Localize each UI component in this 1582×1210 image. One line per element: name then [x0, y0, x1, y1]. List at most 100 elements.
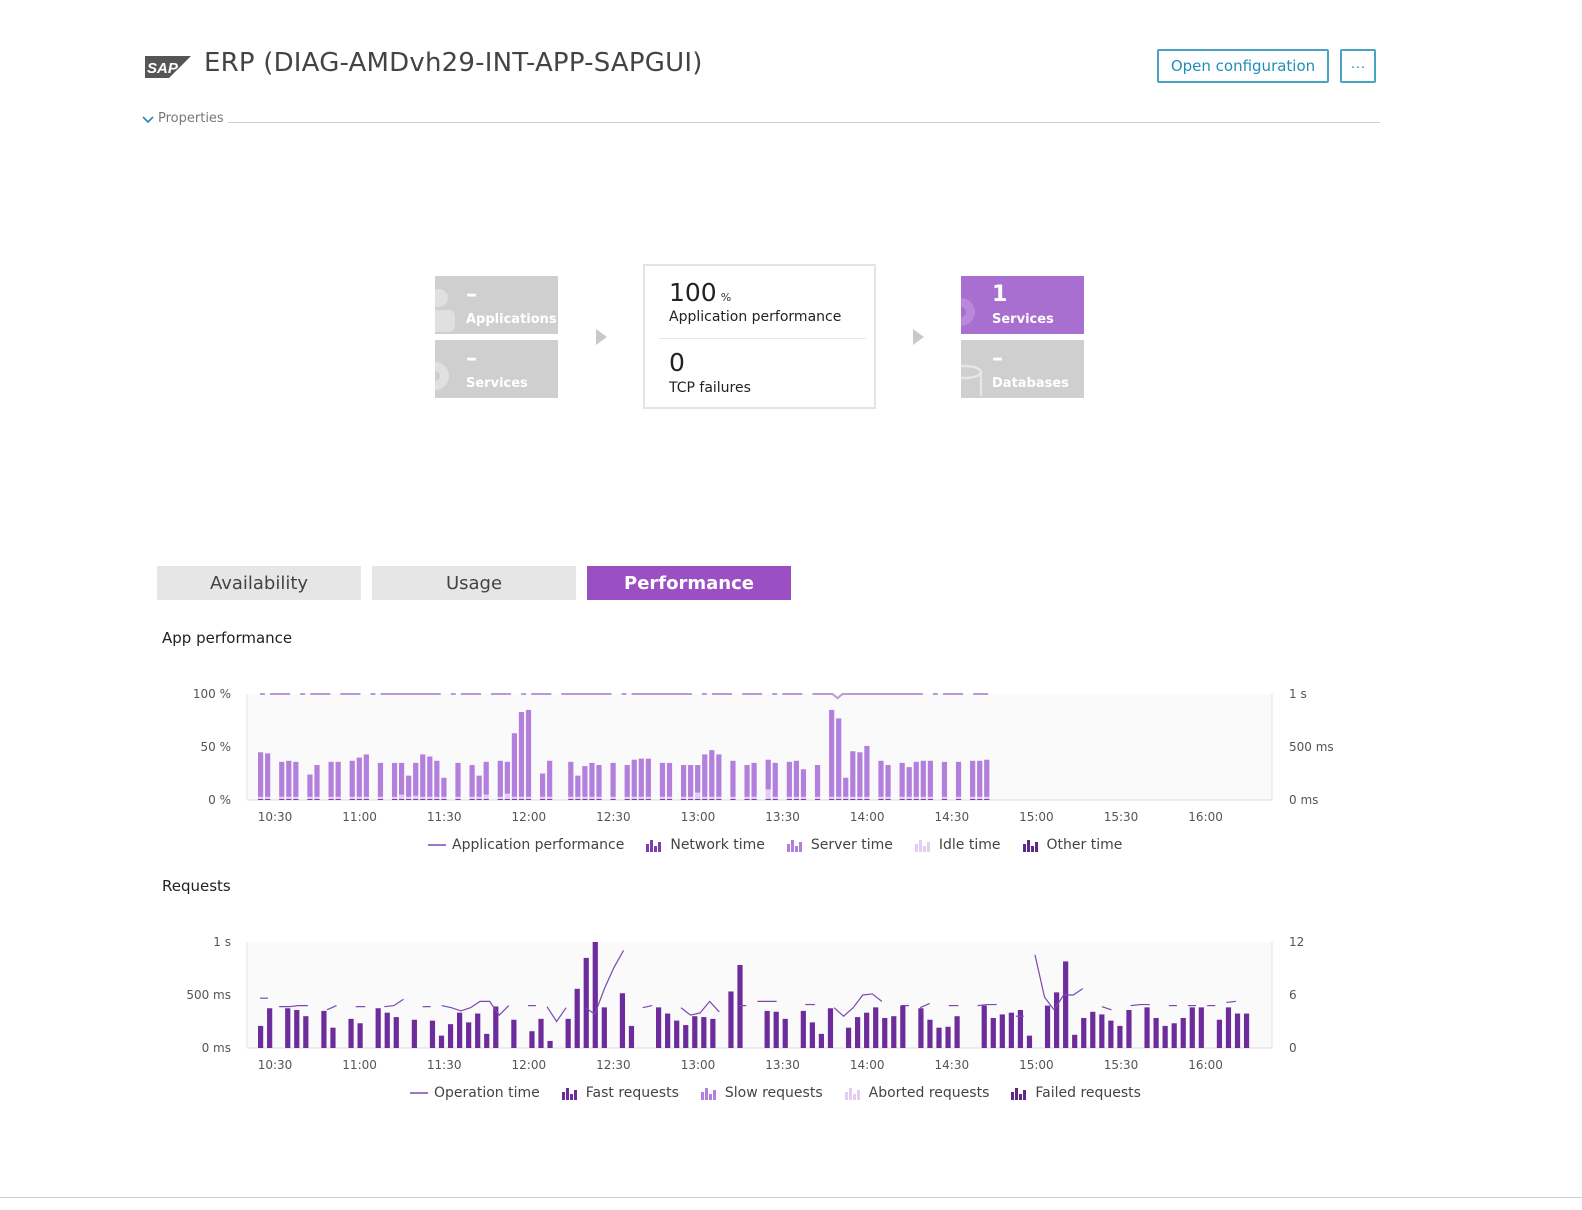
- idle-time-bar: [645, 796, 651, 799]
- tab-availability[interactable]: Availability: [157, 566, 361, 600]
- server-time-bar: [955, 761, 962, 797]
- legend-item[interactable]: Operation time: [410, 1085, 540, 1101]
- idle-time-bar: [265, 796, 271, 799]
- caller-services-tile[interactable]: – Services: [435, 340, 558, 398]
- server-time-bar: [913, 761, 919, 797]
- network-time-bar: [906, 798, 912, 800]
- fast-requests-bar: [393, 1017, 399, 1048]
- fast-requests-bar: [484, 1033, 490, 1048]
- app-performance-unit: %: [720, 291, 732, 304]
- fast-requests-bar: [1162, 1025, 1168, 1048]
- server-time-bar: [413, 762, 419, 796]
- legend-item[interactable]: Application performance: [428, 837, 624, 853]
- idle-time-bar: [504, 793, 510, 799]
- network-time-bar: [582, 798, 588, 800]
- idle-time-bar: [335, 796, 341, 799]
- fast-requests-bar: [1144, 1007, 1150, 1048]
- network-time-bar: [279, 798, 285, 800]
- network-time-bar: [730, 798, 736, 800]
- fast-requests-bar: [574, 988, 580, 1048]
- idle-time-bar: [913, 796, 919, 799]
- tab-usage[interactable]: Usage: [372, 566, 576, 600]
- idle-time-bar: [427, 796, 433, 799]
- server-time-bar: [391, 762, 398, 797]
- legend-item[interactable]: Slow requests: [700, 1085, 823, 1101]
- operation-time-line: [1226, 1000, 1236, 1004]
- properties-toggle[interactable]: Properties: [142, 111, 228, 126]
- network-time-bar: [751, 798, 757, 800]
- fast-requests-bar: [728, 991, 734, 1048]
- legend-item[interactable]: Aborted requests: [844, 1085, 989, 1101]
- server-time-bar: [659, 762, 666, 797]
- legend-item[interactable]: Fast requests: [561, 1085, 679, 1101]
- fast-requests-bar: [628, 1025, 635, 1048]
- network-time-bar: [455, 798, 461, 800]
- idle-time-bar: [476, 796, 482, 799]
- network-time-bar: [716, 798, 722, 800]
- legend-item[interactable]: Server time: [786, 837, 893, 853]
- idle-time-bar: [751, 796, 757, 799]
- fast-requests-bar: [855, 1017, 861, 1048]
- chart2-x-tick: 13:00: [681, 1058, 716, 1072]
- flow-arrow-left: [596, 329, 607, 345]
- idle-time-bar: [349, 796, 355, 799]
- idle-time-bar: [659, 796, 666, 799]
- tab-performance[interactable]: Performance: [587, 566, 791, 600]
- chart1-x-tick: 15:00: [1019, 810, 1054, 824]
- legend-item[interactable]: Failed requests: [1011, 1085, 1141, 1101]
- legend-item[interactable]: Other time: [1022, 837, 1122, 853]
- network-time-bar: [483, 798, 489, 800]
- idle-time-bar: [547, 796, 553, 799]
- server-time-bar: [681, 765, 687, 797]
- fast-requests-bar: [864, 1012, 870, 1048]
- network-time-bar: [391, 798, 398, 800]
- legend-label: Operation time: [434, 1085, 540, 1101]
- idle-time-bar: [709, 796, 715, 799]
- caller-services-count: –: [466, 346, 477, 371]
- user-icon: [435, 289, 455, 332]
- network-time-bar: [709, 798, 715, 800]
- network-time-bar: [913, 798, 919, 800]
- server-time-bar: [293, 761, 299, 797]
- idle-time-bar: [293, 796, 299, 799]
- idle-time-bar: [829, 796, 835, 799]
- network-time-bar: [399, 798, 405, 800]
- fast-requests-bar: [303, 1016, 309, 1048]
- idle-time-bar: [589, 796, 595, 799]
- sap-logo: SAP: [145, 56, 191, 78]
- app-performance-chart: 100 % 50 % 0 % 1 s 500 ms 0 ms 10:30 11:00 11:30…: [193, 687, 1334, 824]
- fast-requests-bar: [764, 1010, 770, 1048]
- databases-tile[interactable]: – Databases: [961, 340, 1084, 398]
- idle-time-bar: [814, 796, 821, 799]
- fast-requests-bar: [818, 1033, 825, 1048]
- fast-requests-bar: [475, 1013, 481, 1048]
- network-time-bar: [864, 798, 870, 800]
- more-options-button[interactable]: ···: [1340, 49, 1376, 83]
- fast-requests-bar: [782, 1018, 788, 1048]
- legend-swatch-icon: [561, 1088, 577, 1100]
- network-time-bar: [744, 798, 750, 800]
- legend-item[interactable]: Idle time: [914, 837, 1001, 853]
- gear-icon: [961, 298, 975, 326]
- sap-logo-text: SAP: [147, 60, 179, 77]
- chart2-x-tick: 12:30: [596, 1058, 631, 1072]
- fast-requests-bar: [493, 1006, 499, 1048]
- applications-tile[interactable]: – Applications: [435, 276, 558, 334]
- fast-requests-bar: [683, 1025, 689, 1048]
- idle-time-bar: [800, 796, 807, 799]
- idle-time-bar: [279, 796, 285, 799]
- network-time-bar: [504, 798, 510, 800]
- fast-requests-bar: [457, 1012, 463, 1048]
- idle-time-bar: [391, 796, 398, 799]
- server-time-bar: [547, 760, 553, 797]
- legend-swatch-icon: [410, 1092, 428, 1094]
- databases-count: –: [992, 346, 1003, 371]
- network-time-bar: [800, 798, 807, 800]
- server-time-bar: [286, 760, 292, 797]
- called-services-tile[interactable]: 1 Services: [961, 276, 1084, 334]
- chart2-x-tick: 10:30: [258, 1058, 293, 1072]
- idle-time-bar: [420, 796, 426, 799]
- open-configuration-button[interactable]: Open configuration: [1157, 49, 1329, 83]
- legend-item[interactable]: Network time: [646, 837, 765, 853]
- server-time-bar: [427, 756, 433, 797]
